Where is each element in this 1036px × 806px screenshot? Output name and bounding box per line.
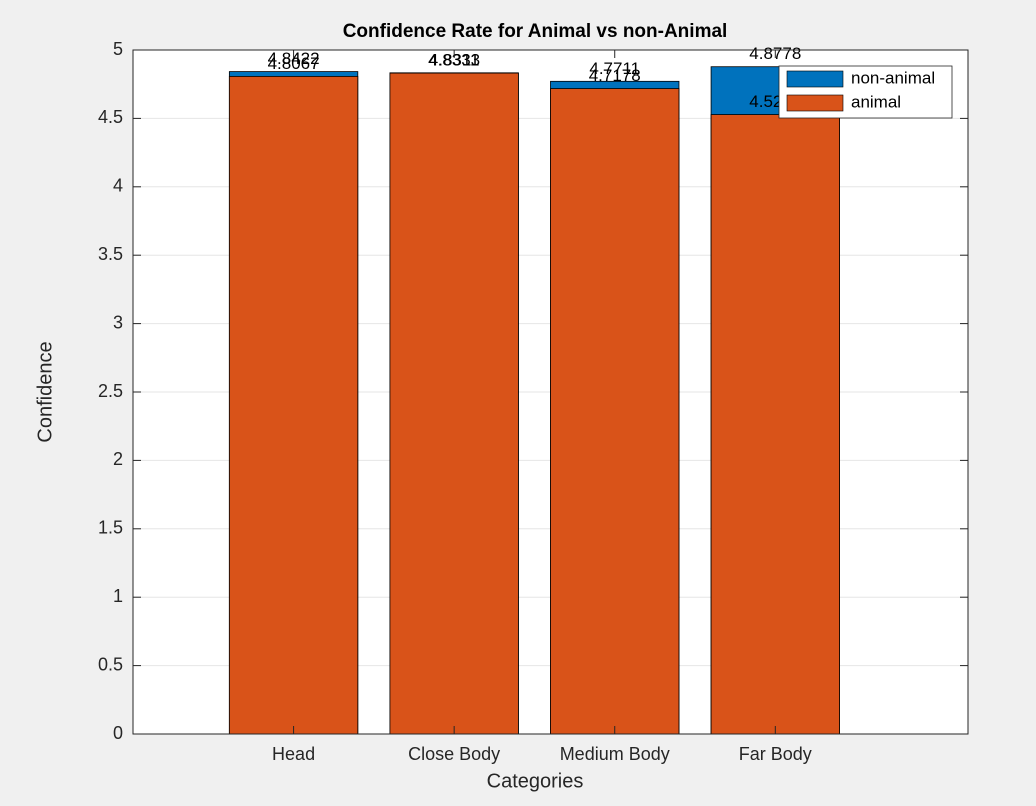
value-label: 4.8067 [268, 54, 320, 73]
bar [228, 76, 359, 735]
y-tick-label: 3.5 [98, 244, 123, 264]
legend: non-animal animal [778, 65, 953, 119]
x-axis-label: Categories [487, 770, 584, 792]
bar [550, 88, 680, 735]
value-label: 4.7711 [589, 59, 640, 78]
y-tick-label: 5 [113, 39, 123, 59]
y-axis-label: Confidence [34, 341, 56, 442]
value-label: 4.7178 [589, 66, 641, 85]
x-tick-label: Head [272, 744, 315, 764]
y-tick-label: 0.5 [98, 654, 123, 674]
legend-label: animal [851, 92, 901, 111]
legend-swatch [786, 94, 844, 112]
value-label: 4.8311 [429, 51, 480, 70]
chart-title: Confidence Rate for Animal vs non-Animal [343, 21, 728, 42]
x-tick-label: Far Body [739, 744, 812, 764]
y-tick-label: 2 [113, 449, 123, 469]
y-tick-label: 4.5 [98, 107, 123, 127]
ticks: 0 0.5 1 1.5 2 2.5 3 3.5 4 4.5 5 Head Close Body Mediu… [98, 39, 968, 764]
value-label: 4.8422 [268, 49, 320, 68]
y-tick-label: 2.5 [98, 381, 123, 401]
y-tick-label: 0 [113, 723, 123, 743]
y-tick-label: 1.5 [98, 518, 123, 538]
legend-label: non-animal [851, 68, 935, 87]
bar [389, 72, 519, 735]
bar [710, 114, 840, 735]
legend-swatch [786, 70, 844, 88]
x-tick-label: Close Body [408, 744, 500, 764]
y-tick-label: 3 [113, 312, 123, 332]
x-tick-label: Medium Body [560, 744, 670, 764]
value-label: 4.8333 [428, 50, 480, 69]
y-tick-label: 4 [113, 176, 123, 196]
y-tick-label: 1 [113, 586, 123, 606]
